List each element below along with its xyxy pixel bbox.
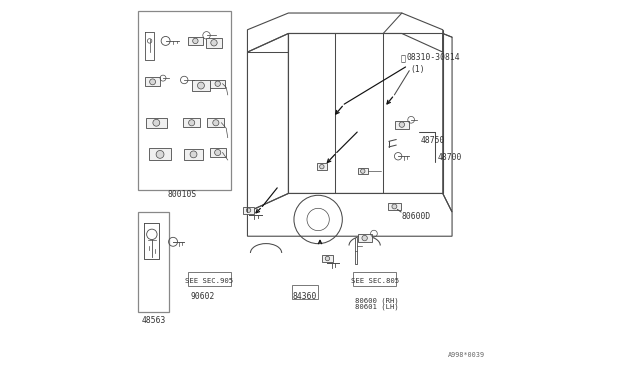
Bar — [188, 37, 203, 45]
Bar — [292, 285, 318, 299]
Circle shape — [189, 120, 195, 126]
Circle shape — [211, 39, 217, 46]
Circle shape — [325, 256, 330, 261]
Circle shape — [198, 82, 204, 89]
Text: 80600 (RH): 80600 (RH) — [355, 298, 399, 304]
Circle shape — [150, 79, 156, 85]
Circle shape — [190, 151, 197, 158]
Circle shape — [153, 119, 160, 126]
Bar — [317, 163, 327, 170]
Text: (1): (1) — [410, 65, 425, 74]
Circle shape — [392, 204, 397, 209]
Circle shape — [362, 235, 367, 241]
Text: SEE SEC.905: SEE SEC.905 — [185, 278, 233, 284]
Bar — [358, 234, 372, 242]
Bar — [358, 168, 368, 174]
Text: Ⓢ: Ⓢ — [401, 54, 406, 63]
Circle shape — [214, 150, 221, 155]
Circle shape — [319, 164, 324, 169]
Bar — [243, 207, 254, 214]
Bar — [191, 80, 211, 91]
Text: 80600D: 80600D — [402, 212, 431, 221]
Text: 90602: 90602 — [191, 292, 215, 301]
Circle shape — [193, 38, 198, 44]
Text: SEE SEC.805: SEE SEC.805 — [351, 278, 399, 284]
Circle shape — [246, 208, 251, 212]
Bar — [145, 77, 160, 86]
Bar — [146, 118, 166, 128]
Text: 48563: 48563 — [141, 316, 166, 325]
Bar — [205, 38, 222, 48]
Text: 84360: 84360 — [293, 292, 317, 301]
Circle shape — [360, 169, 365, 173]
Text: 80601 (LH): 80601 (LH) — [355, 303, 399, 310]
Bar — [207, 118, 224, 127]
Text: 80010S: 80010S — [168, 190, 197, 199]
Text: 48750: 48750 — [420, 136, 445, 145]
Text: 08310-30814: 08310-30814 — [406, 53, 460, 62]
Bar — [149, 148, 172, 160]
Circle shape — [399, 122, 404, 127]
Bar — [322, 255, 333, 262]
Bar — [353, 272, 396, 286]
Circle shape — [212, 120, 219, 126]
Bar — [138, 11, 231, 190]
Bar — [183, 118, 200, 127]
Bar — [211, 80, 225, 88]
Bar — [395, 121, 409, 129]
Bar — [210, 148, 225, 157]
Text: A998*0039: A998*0039 — [449, 352, 486, 357]
Bar — [138, 212, 170, 312]
Bar — [388, 203, 401, 210]
Circle shape — [215, 81, 220, 86]
Circle shape — [156, 150, 164, 158]
Bar — [188, 272, 231, 286]
Bar — [184, 149, 203, 160]
Text: 48700: 48700 — [437, 153, 461, 161]
